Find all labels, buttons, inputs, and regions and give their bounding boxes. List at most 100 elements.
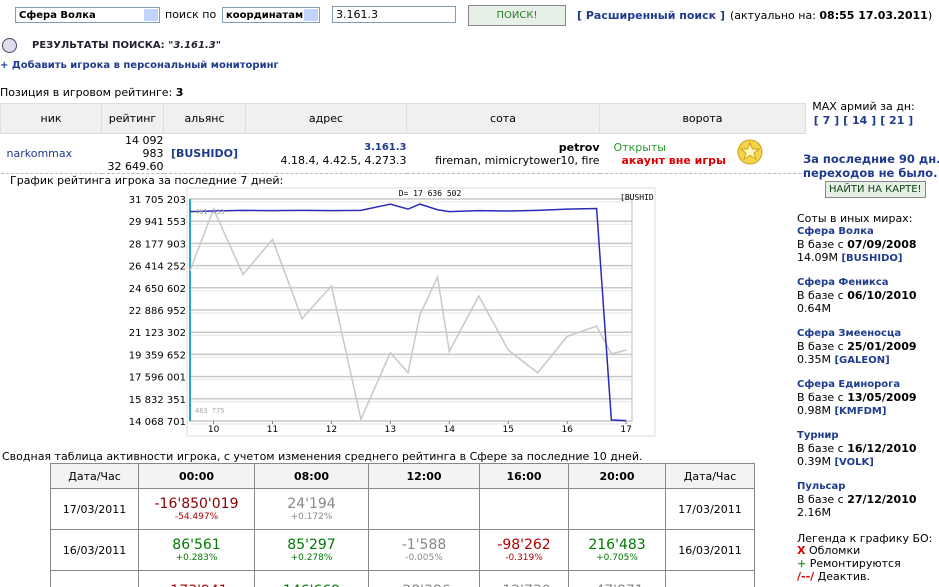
nick[interactable]: narkommax: [6, 147, 73, 160]
map-button[interactable]: НАЙТИ НА КАРТЕ!: [825, 181, 926, 198]
since-date: 27/12/2010: [847, 493, 917, 506]
world-rating: 0.64M: [797, 302, 917, 315]
query-input[interactable]: 3.161.3: [332, 6, 456, 23]
alliance: [BUSHIDO]: [841, 253, 903, 264]
rating: 0.64M: [797, 302, 831, 315]
column-header: адрес: [245, 103, 407, 134]
notice: За последние 90 дн. переходов не было.: [803, 152, 939, 180]
since-date: 25/01/2009: [847, 340, 917, 353]
cell-value: -16'850'019: [154, 496, 239, 512]
world-rating: 14.09M [BUSHIDO]: [797, 251, 917, 265]
activity-cell: 216'483 +0.705%: [568, 529, 666, 571]
address: 3.161.3 4.18.4, 4.42.5, 4.273.3: [246, 134, 407, 174]
world-name: Пульсар: [797, 481, 846, 492]
legend-symbol: X: [797, 544, 806, 557]
period-link[interactable]: [ 14 ]: [843, 114, 877, 127]
since-date: 13/05/2009: [847, 391, 917, 404]
legend-item: /--/ Деактив.: [797, 570, 870, 583]
cell-pct: +0.283%: [175, 553, 218, 563]
y-tick-label: 21 123 302: [129, 328, 186, 339]
activity-cell: -98'262 -0.319%: [479, 529, 569, 571]
advanced-link[interactable]: [ Расширенный поиск ]: [577, 9, 725, 22]
chart-caption: График рейтинга игрока за последние 7 дн…: [10, 174, 284, 187]
gate: Открыты акаунт вне игры: [600, 134, 806, 174]
cell-value: -173'941: [139, 583, 254, 587]
world-rating: 0.98M [KMFDM]: [797, 404, 917, 418]
cell-value: -1'588: [401, 537, 447, 553]
column-header: 20:00: [568, 463, 666, 489]
world-select[interactable]: Сфера Волка: [15, 7, 160, 23]
legend-title: Легенда к графику БО:: [797, 532, 933, 545]
world: Сфера Змееносца В базе с 25/01/2009 0.35M …: [797, 327, 917, 367]
cell-pct: +0.705%: [596, 553, 638, 563]
world-rating: 0.39M [VOLK]: [797, 455, 917, 469]
y-tick-label: 17 596 001: [129, 373, 186, 384]
cell-value: -12'730: [480, 583, 568, 587]
gate-status: Открыты: [613, 140, 666, 154]
column-header: сота: [406, 103, 600, 134]
legend-symbol: /--/: [797, 570, 815, 583]
activity-cell: 24'194 +0.172%: [254, 488, 369, 530]
series-line: [189, 203, 627, 422]
since-date: 16/12/2010: [847, 442, 917, 455]
position: Позиция в игровом рейтинге: 3: [0, 86, 183, 99]
date: 16/03/2011: [50, 529, 139, 571]
search-button[interactable]: ПОИСК!: [468, 5, 566, 26]
periods: [ 7 ][ 14 ][ 21 ]: [788, 114, 939, 128]
column-header: 08:00: [254, 463, 369, 489]
date: [665, 570, 755, 587]
activity-cell: 86'561 +0.283%: [138, 529, 255, 571]
position-value: 3: [175, 86, 184, 99]
period-link[interactable]: [ 7 ]: [813, 114, 840, 127]
date: 17/03/2011: [50, 488, 139, 530]
legend-text: Ремонтируются: [809, 557, 901, 570]
sota-main: petrov: [558, 140, 600, 154]
other-worlds-title: Соты в иных мирах:: [797, 212, 913, 225]
cell-pct: +0.172%: [290, 512, 333, 522]
world-name: Сфера Волка: [797, 226, 874, 237]
position-label: Позиция в игровом рейтинге:: [0, 86, 173, 99]
star-icon[interactable]: [736, 138, 764, 166]
alliance[interactable]: [BUSHIDO]: [170, 147, 239, 160]
cell-value: -47'871: [569, 583, 665, 587]
search-mode[interactable]: координатам: [222, 7, 320, 23]
updated-time: 08:55 17.03.2011: [819, 9, 928, 22]
sota: petrov fireman, mimicrytower10, fire: [407, 134, 600, 174]
y-tick-label: 31 705 203: [129, 195, 186, 206]
since-label: В базе с: [797, 340, 844, 353]
y-tick-label: 26 414 252: [129, 262, 186, 273]
rating: 14 092 983 32 649.60: [102, 134, 164, 174]
annotation: [BUSHID: [620, 193, 654, 202]
period-link[interactable]: [ 21 ]: [880, 114, 914, 127]
rating-value: 14 092 983: [125, 134, 164, 160]
world-name: Турнир: [797, 430, 839, 441]
x-tick-label: 11: [267, 425, 278, 435]
world-since: В базе с 13/05/2009: [797, 391, 917, 404]
header-row: ник рейтинг альянс адрес сота ворота: [0, 103, 806, 134]
annotation: D= 17 636 502: [399, 189, 462, 198]
results-title: РЕЗУЛЬТАТЫ ПОИСКА: "3.161.3": [32, 40, 221, 51]
arrow-icon: [2, 38, 17, 53]
since-date: 06/10/2010: [847, 289, 917, 302]
activity-cell: 85'297 +0.278%: [254, 529, 369, 571]
since-label: В базе с: [797, 493, 844, 506]
activity-table: Дата/Час 00:00 08:00 12:00 16:00 20:00 Дата/Ча…: [50, 463, 755, 587]
y-tick-label: 29 941 553: [129, 217, 186, 228]
x-tick-label: 16: [561, 425, 573, 435]
column-header: 12:00: [368, 463, 480, 489]
legend-symbol: +: [797, 557, 807, 570]
add-monitoring[interactable]: + Добавить игрока в персональный монитор…: [0, 60, 279, 71]
legend-text: Деактив.: [817, 570, 870, 583]
updated-suffix: ): [927, 9, 933, 22]
x-tick-label: 17: [620, 425, 631, 435]
activity-caption: Сводная таблица активности игрока, с уче…: [2, 450, 643, 463]
cell-value: 146'669: [255, 583, 368, 587]
legend-item: X Обломки: [797, 544, 860, 557]
cell-value: -28'386: [369, 583, 479, 587]
activity-row: 16/03/2011 86'561 +0.283% 85'297 +0.278% -1'5…: [50, 529, 755, 571]
player-row: narkommax 14 092 983 32 649.60 [BUSHIDO] …: [0, 134, 806, 174]
search-mode-text: координатам: [226, 10, 304, 21]
rating: 0.39M: [797, 455, 831, 468]
series-line: [189, 207, 627, 422]
world-name: Сфера Феникса: [797, 277, 889, 288]
